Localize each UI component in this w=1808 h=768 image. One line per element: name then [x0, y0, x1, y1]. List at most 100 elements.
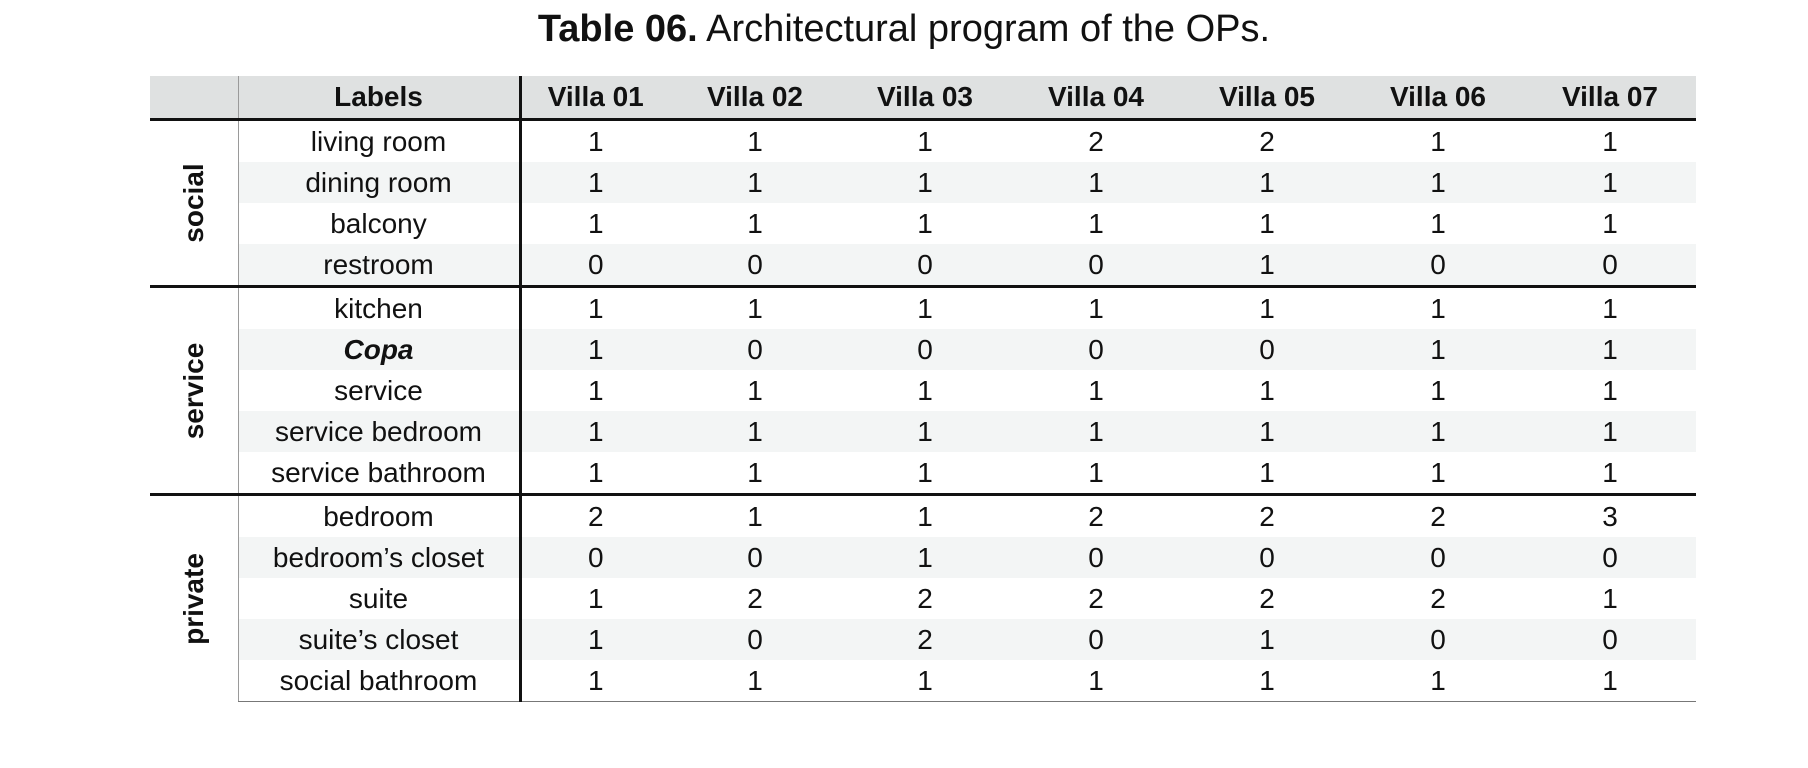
value-cell: 1: [1010, 660, 1182, 702]
table-body: social living room 1 1 1 2 2 1 1 dining room 1 1 1 1 1…: [150, 119, 1696, 702]
value-cell: 1: [917, 456, 933, 488]
value-cell: 1: [1259, 456, 1275, 488]
value-cell: 2: [840, 619, 1010, 660]
value-cell: 1: [840, 162, 1010, 203]
value-cell: 0: [1524, 619, 1696, 660]
value-cell: 0: [520, 244, 670, 287]
value-cell: 1: [1259, 374, 1275, 406]
value-cell: 0: [670, 244, 840, 287]
caption-label: Table 06.: [537, 8, 698, 50]
value-cell: 1: [1352, 660, 1524, 702]
architectural-program-table: Labels Villa 01 Villa 02 Villa 03 Villa …: [150, 76, 1696, 702]
row-label: service bedroom: [237, 411, 522, 452]
value-cell: 1: [520, 619, 670, 660]
value-cell: 0: [1182, 537, 1352, 578]
value-cell: 0: [1010, 244, 1182, 287]
table-row: suite 1 2 2 2 2 2 1: [150, 578, 1696, 619]
value-cell: 0: [1352, 619, 1524, 660]
value-cell: 2: [917, 582, 933, 614]
row-label: kitchen: [237, 285, 522, 329]
villa-header: Villa 01: [520, 76, 670, 121]
villa-header: Villa 02: [670, 76, 840, 121]
value-cell: 0: [670, 329, 840, 370]
table-row: service kitchen 1 1 1 1 1 1 1: [150, 285, 1696, 495]
value-cell: 1: [1259, 207, 1275, 239]
value-cell: 1: [917, 374, 933, 406]
value-cell: 1: [840, 537, 1010, 578]
value-cell: 2: [520, 493, 670, 537]
value-cell: 0: [1352, 244, 1524, 287]
value-cell: 1: [747, 456, 763, 488]
value-cell: 0: [1524, 537, 1696, 578]
value-cell: 1: [917, 125, 933, 157]
row-label: service: [237, 370, 522, 411]
header-row: Labels Villa 01 Villa 02 Villa 03 Villa …: [150, 76, 1696, 121]
group-label: service: [177, 342, 209, 439]
villa-header: Villa 07: [1524, 76, 1696, 121]
value-cell: 1: [587, 456, 604, 488]
row-label: social bathroom: [237, 660, 522, 702]
row-label: Copa: [237, 329, 522, 370]
row-label: dining room: [237, 162, 522, 203]
value-cell: 1: [1352, 162, 1524, 203]
value-cell: 1: [670, 285, 840, 329]
value-cell: 1: [1602, 582, 1618, 614]
value-cell: 1: [1430, 374, 1446, 406]
value-cell: 1: [1524, 411, 1696, 452]
value-cell: 1: [1010, 162, 1182, 203]
row-label: bedroom’s closet: [237, 537, 522, 578]
value-cell: 1: [587, 207, 604, 239]
value-cell: 1: [1524, 162, 1696, 203]
value-cell: 2: [1259, 582, 1275, 614]
value-cell: 2: [1430, 582, 1446, 614]
villa-header: Villa 06: [1352, 76, 1524, 121]
group-label: private: [177, 552, 209, 645]
value-cell: 1: [520, 285, 670, 329]
value-cell: 1: [1182, 244, 1352, 287]
table-row: private bedroom 2 1 1 2 2 2 3: [150, 493, 1696, 702]
value-cell: 1: [520, 660, 670, 702]
caption-text: Architectural program of the OPs.: [697, 8, 1271, 50]
value-cell: 1: [747, 374, 763, 406]
value-cell: 1: [1088, 207, 1104, 239]
value-cell: 0: [1010, 329, 1182, 370]
value-cell: 2: [1259, 125, 1275, 157]
value-cell: 1: [587, 374, 604, 406]
value-cell: 1: [520, 162, 670, 203]
value-cell: 1: [1602, 456, 1618, 488]
row-label: living room: [237, 119, 522, 162]
group-label: social: [177, 163, 209, 243]
value-cell: 2: [1088, 582, 1104, 614]
value-cell: 1: [1182, 162, 1352, 203]
table-row: service 1 1 1 1 1 1 1: [150, 370, 1696, 411]
value-cell: 1: [1352, 411, 1524, 452]
value-cell: 0: [1010, 619, 1182, 660]
table-row: social bathroom 1 1 1 1 1 1 1: [150, 660, 1696, 702]
value-cell: 1: [1524, 285, 1696, 329]
value-cell: 1: [587, 582, 604, 614]
value-cell: 2: [1352, 493, 1524, 537]
value-cell: 1: [1430, 456, 1446, 488]
row-label: service bathroom: [237, 452, 522, 495]
value-cell: 1: [1088, 374, 1104, 406]
value-cell: 1: [1352, 285, 1524, 329]
group-header-cell: [150, 76, 238, 121]
table-row: Copa 1 0 0 0 0 1 1: [150, 329, 1696, 370]
value-cell: 0: [1182, 329, 1352, 370]
value-cell: 1: [1352, 329, 1524, 370]
value-cell: 1: [747, 207, 763, 239]
value-cell: 1: [1010, 411, 1182, 452]
group-cell: service: [150, 285, 238, 495]
villa-header: Villa 05: [1182, 76, 1352, 121]
table-row: social living room 1 1 1 2 2 1 1: [150, 119, 1696, 287]
row-label: bedroom: [237, 493, 522, 537]
value-cell: 0: [840, 244, 1010, 287]
value-cell: 1: [1430, 207, 1446, 239]
value-cell: 2: [747, 582, 763, 614]
value-cell: 0: [670, 619, 840, 660]
value-cell: 1: [840, 660, 1010, 702]
row-label: restroom: [237, 244, 522, 287]
value-cell: 0: [1524, 244, 1696, 287]
value-cell: 1: [1182, 660, 1352, 702]
group-cell: private: [150, 493, 238, 702]
